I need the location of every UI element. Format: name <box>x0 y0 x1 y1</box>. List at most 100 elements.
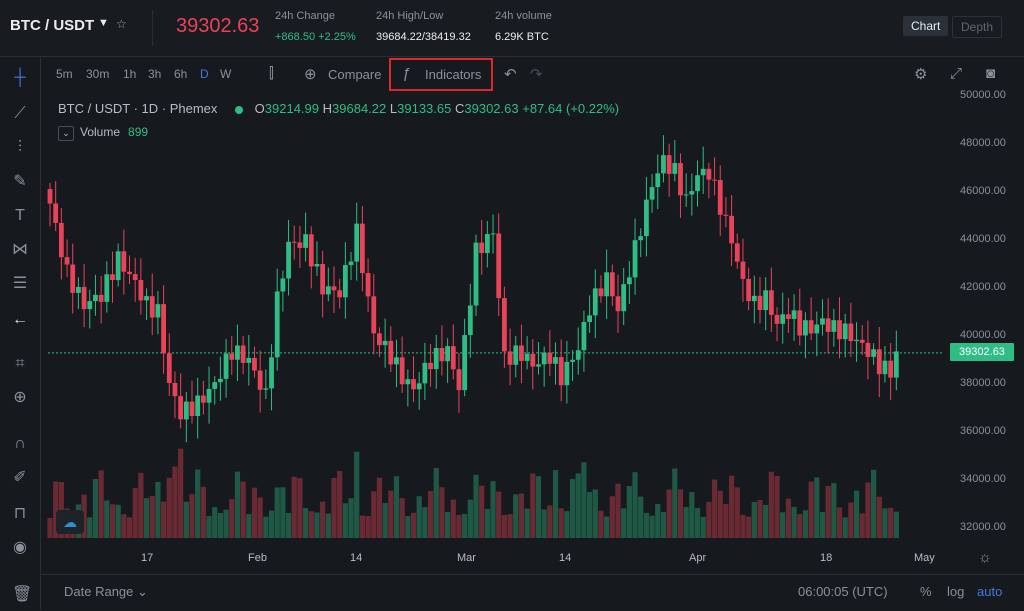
text-icon[interactable]: T <box>15 207 25 224</box>
price-axis[interactable]: 50000.00 48000.00 46000.00 44000.00 4200… <box>944 89 1024 546</box>
candle-body <box>479 242 485 253</box>
candle-body <box>308 234 314 267</box>
depth-view-button[interactable]: Depth <box>952 16 1003 38</box>
candle-body <box>121 251 127 272</box>
candle-body <box>524 353 530 361</box>
trend-line-icon[interactable]: ⟋ <box>14 105 26 122</box>
timeframe-w[interactable]: W <box>220 67 232 81</box>
brush-icon[interactable]: ✎ <box>13 173 27 190</box>
date-range-label: Date Range <box>64 584 134 599</box>
compare-icon[interactable]: ⊕ <box>304 66 317 83</box>
volume-bar <box>507 514 513 538</box>
favorite-icon[interactable]: ☆ <box>116 17 127 31</box>
candle-body <box>564 361 570 386</box>
redo-icon[interactable]: ↷ <box>530 66 543 83</box>
candle-body <box>411 379 416 390</box>
candle-body <box>428 362 433 370</box>
candle-body <box>439 347 445 362</box>
candle-body <box>229 353 235 360</box>
zoom-icon[interactable]: ⊕ <box>13 389 27 406</box>
fullscreen-icon[interactable]: ⤢ <box>950 65 963 82</box>
candle-body <box>297 242 303 248</box>
timeframe-5m[interactable]: 5m <box>56 67 73 81</box>
auto-toggle[interactable]: auto <box>977 584 1003 599</box>
time-axis[interactable]: 17 Feb 14 Mar 14 Apr 18 May <box>44 546 944 572</box>
price-label: 38000.00 <box>960 377 1006 389</box>
collapse-toggle-icon[interactable]: ⌄ <box>58 126 74 141</box>
candle-body <box>462 335 468 391</box>
candle-body <box>155 304 161 318</box>
lock-pencil-icon[interactable]: ✐ <box>13 469 27 486</box>
volume-bar <box>399 498 405 538</box>
indicators-icon[interactable]: ƒ <box>402 65 411 82</box>
candle-body <box>490 233 496 235</box>
volume-bar <box>473 474 479 538</box>
indicators-button[interactable]: Indicators <box>425 67 482 82</box>
date-range-button[interactable]: Date Range ⌄ <box>64 584 148 599</box>
undo-icon[interactable]: ↶ <box>504 66 517 83</box>
candle-body <box>791 310 797 319</box>
volume-bar <box>723 503 729 538</box>
volume-bar <box>564 511 570 538</box>
timeframe-6h[interactable]: 6h <box>174 67 188 81</box>
candle-body <box>206 388 212 403</box>
axis-settings-icon[interactable]: ☼ <box>978 549 992 566</box>
arrow-left-icon[interactable]: ← <box>12 311 28 328</box>
volume-bar <box>655 504 661 538</box>
volume-bar <box>359 515 365 538</box>
volume-bar <box>342 503 348 538</box>
candle-body <box>604 272 610 297</box>
fib-icon[interactable]: ☰ <box>12 275 28 292</box>
ruler-icon[interactable]: ⌗ <box>15 355 25 372</box>
candle-body <box>445 346 450 362</box>
timeframe-30m[interactable]: 30m <box>86 67 110 81</box>
settings-icon[interactable]: ⚙ <box>914 66 928 83</box>
magnet-icon[interactable]: ∩ <box>14 435 26 452</box>
chart-view-button[interactable]: Chart <box>903 16 949 36</box>
volume-bar <box>763 504 769 538</box>
volume-bar <box>780 512 786 538</box>
candle-body <box>235 345 240 360</box>
timeframe-d[interactable]: D <box>200 67 209 81</box>
camera-icon[interactable]: ◙ <box>986 65 996 82</box>
volume-bar <box>632 472 638 538</box>
compare-button[interactable]: Compare <box>328 67 382 82</box>
trash-icon[interactable]: 🗑 <box>12 586 33 603</box>
volume-bar <box>376 477 383 538</box>
volume-bar <box>689 491 695 538</box>
price-label: 46000.00 <box>960 185 1006 197</box>
eye-icon[interactable]: ◉ <box>13 539 27 556</box>
candle-body <box>797 310 803 336</box>
candle-body <box>553 357 558 364</box>
utc-clock[interactable]: 06:00:05 (UTC) <box>798 584 888 599</box>
high-label: H <box>322 101 333 116</box>
candle-body <box>416 383 422 390</box>
pitchfork-icon[interactable]: ⫶ <box>17 139 22 156</box>
indicators-highlight <box>389 58 493 91</box>
log-toggle[interactable]: log <box>947 584 965 599</box>
percent-toggle[interactable]: % <box>920 584 932 599</box>
candle-body <box>360 223 365 274</box>
timeframe-3h[interactable]: 3h <box>148 67 162 81</box>
lock-icon[interactable]: ⊓ <box>13 505 27 522</box>
pair-name[interactable]: BTC / USDT <box>10 17 95 34</box>
crosshair-icon[interactable]: ┼ <box>14 69 26 86</box>
time-label: 18 <box>820 552 833 564</box>
candle-type-icon[interactable]: ⫿ <box>269 65 274 82</box>
volume-bar <box>354 451 360 538</box>
volume-bar <box>649 515 655 538</box>
volume-bar <box>87 517 93 538</box>
candle-body <box>746 278 752 302</box>
open-label: O <box>254 101 265 116</box>
pattern-icon[interactable]: ⋈ <box>12 241 28 258</box>
price-label: 34000.00 <box>960 473 1006 485</box>
candlestick-chart[interactable] <box>44 93 944 546</box>
volume-bar <box>456 515 462 538</box>
volume-bar <box>183 501 189 538</box>
candle-body <box>53 203 59 223</box>
pair-dropdown-icon[interactable]: ▼ <box>98 17 109 29</box>
volume-label: Volume <box>80 125 121 139</box>
volume-bar <box>831 483 837 538</box>
timeframe-1h[interactable]: 1h <box>123 67 137 81</box>
candle-body <box>757 295 763 311</box>
